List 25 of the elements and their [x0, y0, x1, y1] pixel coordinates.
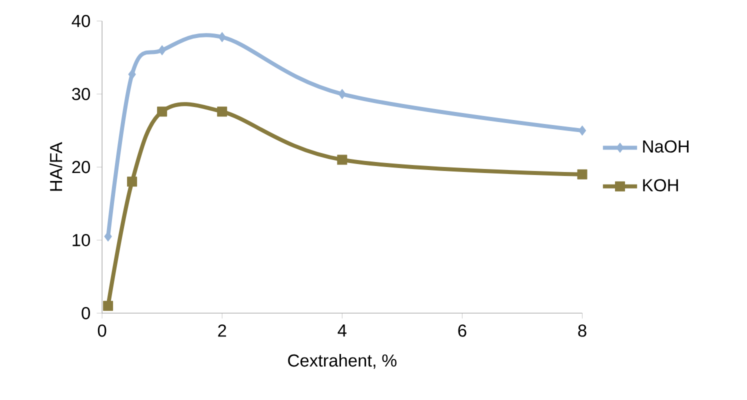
point [217, 106, 228, 116]
y-tick-label: 30 [72, 88, 90, 100]
x-tick-label: 0 [98, 324, 106, 337]
x-tick-label: 6 [458, 324, 466, 337]
legend-label: NaOH [643, 140, 689, 153]
point [578, 125, 586, 136]
y-tick-label: 0 [82, 306, 90, 320]
y-tick-label: 10 [72, 234, 90, 246]
y-tick-label: 20 [72, 160, 90, 174]
x-tick-label: 8 [578, 324, 586, 337]
y-tick-label: 40 [72, 14, 90, 28]
point [218, 32, 226, 42]
x-tick-label: 2 [218, 324, 226, 337]
point [577, 169, 588, 180]
point [128, 69, 136, 80]
point [337, 154, 348, 165]
point [103, 300, 114, 311]
point [338, 88, 346, 99]
x-axis-title: Cextrahent, % [288, 354, 396, 369]
legend-label: KOH [643, 178, 678, 192]
point [157, 106, 168, 116]
y-axis-title: HA/FA [49, 142, 62, 191]
x-tick-label: 4 [338, 324, 346, 336]
point [127, 176, 138, 187]
point [158, 45, 166, 56]
